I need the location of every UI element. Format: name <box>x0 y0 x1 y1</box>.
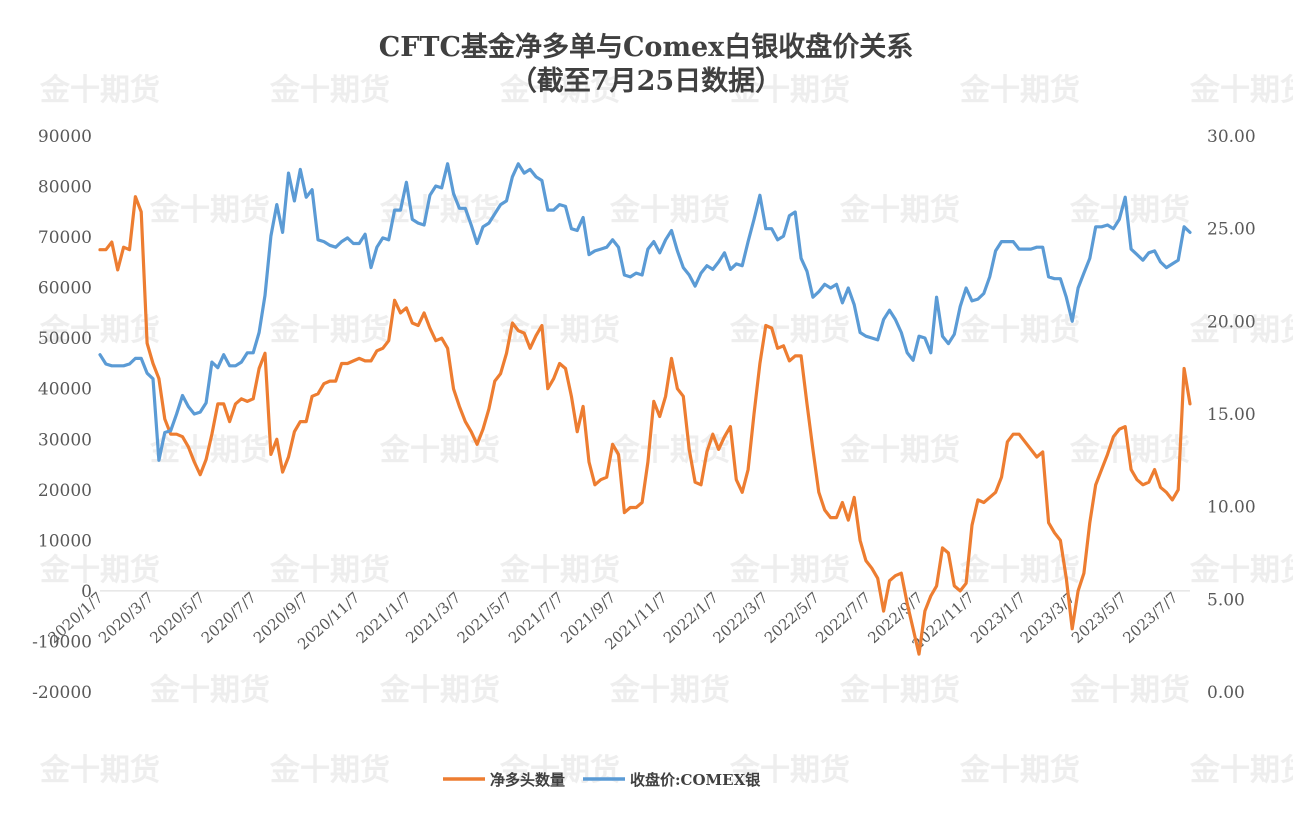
watermark-text: 金十期货 <box>1189 313 1293 348</box>
watermark-text: 金十期货 <box>959 73 1080 108</box>
watermark-text: 金十期货 <box>39 313 160 348</box>
chart-title: CFTC基金净多单与Comex白银收盘价关系 <box>379 31 914 63</box>
y-axis-right: 0.00 5.00 10.00 15.00 20.00 25.00 30.00 <box>1207 127 1256 703</box>
watermark-text: 金十期货 <box>499 73 620 108</box>
watermark-text: 金十期货 <box>1189 553 1293 588</box>
watermark-text: 金十期货 <box>729 753 850 788</box>
y-left-tick-label: 70000 <box>38 228 92 248</box>
watermark-text: 金十期货 <box>729 313 850 348</box>
watermark-text: 金十期货 <box>1189 753 1293 788</box>
y-left-tick-label: 30000 <box>38 430 92 450</box>
watermark-text: 金十期货 <box>499 553 620 588</box>
y-right-tick-label: 0.00 <box>1207 683 1245 703</box>
watermark-text: 金十期货 <box>39 73 160 108</box>
watermark-text: 金十期货 <box>1069 673 1190 708</box>
y-right-tick-label: 10.00 <box>1207 498 1256 518</box>
watermark-text: 金十期货 <box>149 193 270 228</box>
watermark-text: 金十期货 <box>149 673 270 708</box>
watermark-text: 金十期货 <box>379 433 500 468</box>
watermark-text: 金十期货 <box>729 73 850 108</box>
y-left-tick-label: -10000 <box>32 632 92 652</box>
watermark-text: 金十期货 <box>1189 73 1293 108</box>
y-left-tick-label: 20000 <box>38 481 92 501</box>
chart-subtitle: （截至7月25日数据） <box>510 66 782 97</box>
y-axis-left: -20000 -10000 0 10000 20000 30000 40000 50000 60… <box>32 127 92 703</box>
watermark-text: 金十期货 <box>499 753 620 788</box>
watermark-text: 金十期货 <box>609 193 730 228</box>
series-line-net-long <box>98 195 1192 656</box>
watermark-text: 金十期货 <box>839 193 960 228</box>
y-left-tick-label: 90000 <box>38 127 92 147</box>
legend-label: 收盘价:COMEX银 <box>630 771 761 789</box>
watermark-text: 金十期货 <box>839 673 960 708</box>
watermark-text: 金十期货 <box>379 673 500 708</box>
series-layer <box>98 162 1192 656</box>
y-left-tick-label: 0 <box>81 582 92 602</box>
y-right-tick-label: 15.00 <box>1207 405 1256 425</box>
watermark-text: 金十期货 <box>269 73 390 108</box>
watermark-layer: 金十期货金十期货金十期货金十期货金十期货金十期货金十期货金十期货金十期货金十期货… <box>39 73 1293 788</box>
watermark-text: 金十期货 <box>959 313 1080 348</box>
watermark-text: 金十期货 <box>729 553 850 588</box>
watermark-text: 金十期货 <box>269 313 390 348</box>
y-left-tick-label: 60000 <box>38 279 92 299</box>
watermark-text: 金十期货 <box>839 433 960 468</box>
y-left-tick-label: -20000 <box>32 683 92 703</box>
y-right-tick-label: 25.00 <box>1207 220 1256 240</box>
watermark-text: 金十期货 <box>959 753 1080 788</box>
watermark-text: 金十期货 <box>959 553 1080 588</box>
watermark-text: 金十期货 <box>609 673 730 708</box>
watermark-text: 金十期货 <box>269 753 390 788</box>
watermark-text: 金十期货 <box>269 553 390 588</box>
watermark-text: 金十期货 <box>39 553 160 588</box>
y-right-tick-label: 20.00 <box>1207 312 1256 332</box>
y-right-tick-label: 5.00 <box>1207 590 1245 610</box>
watermark-text: 金十期货 <box>39 753 160 788</box>
y-right-tick-label: 30.00 <box>1207 127 1256 147</box>
y-left-tick-label: 80000 <box>38 178 92 198</box>
legend-label: 净多头数量 <box>490 771 565 789</box>
y-left-tick-label: 40000 <box>38 380 92 400</box>
legend: 净多头数量 收盘价:COMEX银 <box>443 771 761 789</box>
series-line-comex-silver <box>98 162 1192 462</box>
y-left-tick-label: 50000 <box>38 329 92 349</box>
y-left-tick-label: 10000 <box>38 531 92 551</box>
